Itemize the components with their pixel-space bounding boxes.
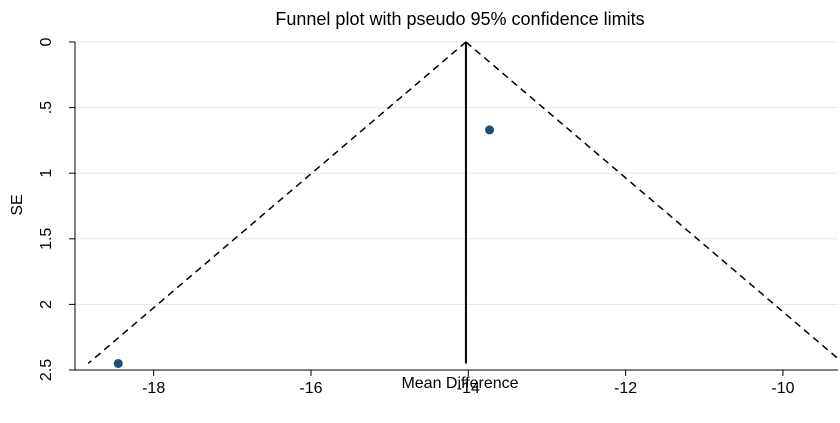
x-tick-label: -14 — [457, 380, 480, 397]
funnel-limits — [87, 41, 840, 365]
x-tick-label: -12 — [614, 380, 637, 397]
study-point — [485, 125, 495, 135]
upper-confidence-limit — [465, 41, 840, 362]
y-tick-label: 1 — [38, 169, 55, 178]
y-axis-title: SE — [9, 194, 26, 215]
chart-title: Funnel plot with pseudo 95% confidence l… — [275, 9, 644, 29]
x-axis-ticks: -18 -16 -14 -12 -10 — [142, 370, 795, 397]
x-tick-label: -18 — [142, 380, 165, 397]
y-tick-label: 0 — [38, 37, 55, 46]
y-axis-ticks: 0 .5 1 1.5 2 2.5 — [38, 37, 75, 381]
lower-confidence-limit — [87, 41, 467, 365]
y-tick-label: 2.5 — [38, 359, 55, 381]
y-tick-label: 1.5 — [38, 228, 55, 250]
y-tick-label: 2 — [38, 300, 55, 309]
x-axis-title: Mean Difference — [401, 375, 518, 392]
x-tick-label: -10 — [771, 380, 794, 397]
study-point — [113, 358, 123, 368]
study-points — [113, 125, 495, 368]
x-tick-label: -16 — [299, 380, 322, 397]
y-tick-label: .5 — [38, 101, 55, 114]
grid-lines — [75, 41, 838, 371]
